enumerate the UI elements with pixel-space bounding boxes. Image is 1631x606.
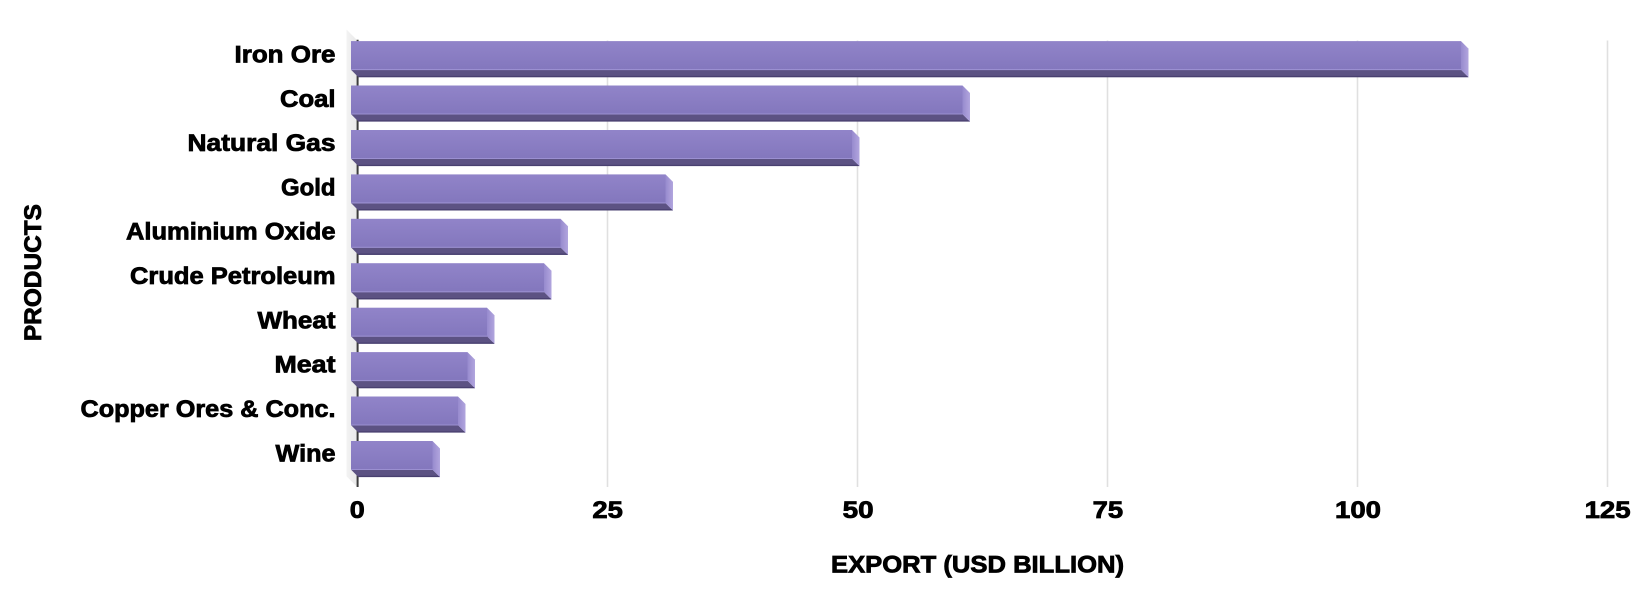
svg-text:PRODUCTS: PRODUCTS (20, 204, 47, 341)
svg-text:Iron Ore: Iron Ore (235, 42, 336, 69)
svg-text:Crude Petroleum: Crude Petroleum (130, 263, 336, 290)
svg-text:Natural Gas: Natural Gas (188, 130, 336, 157)
svg-text:Gold: Gold (281, 174, 336, 201)
svg-text:100: 100 (1335, 497, 1381, 524)
svg-text:Wine: Wine (276, 440, 336, 467)
svg-text:Wheat: Wheat (258, 307, 336, 334)
svg-text:Coal: Coal (280, 86, 336, 113)
svg-text:EXPORT (USD BILLION): EXPORT (USD BILLION) (831, 552, 1124, 579)
svg-text:125: 125 (1585, 497, 1631, 524)
svg-text:75: 75 (1093, 497, 1124, 524)
svg-text:Meat: Meat (275, 352, 336, 379)
svg-text:Copper Ores & Conc.: Copper Ores & Conc. (81, 396, 336, 423)
svg-text:50: 50 (843, 497, 874, 524)
svg-text:25: 25 (592, 497, 623, 524)
svg-text:0: 0 (350, 497, 365, 524)
svg-text:Aluminium Oxide: Aluminium Oxide (126, 219, 336, 246)
